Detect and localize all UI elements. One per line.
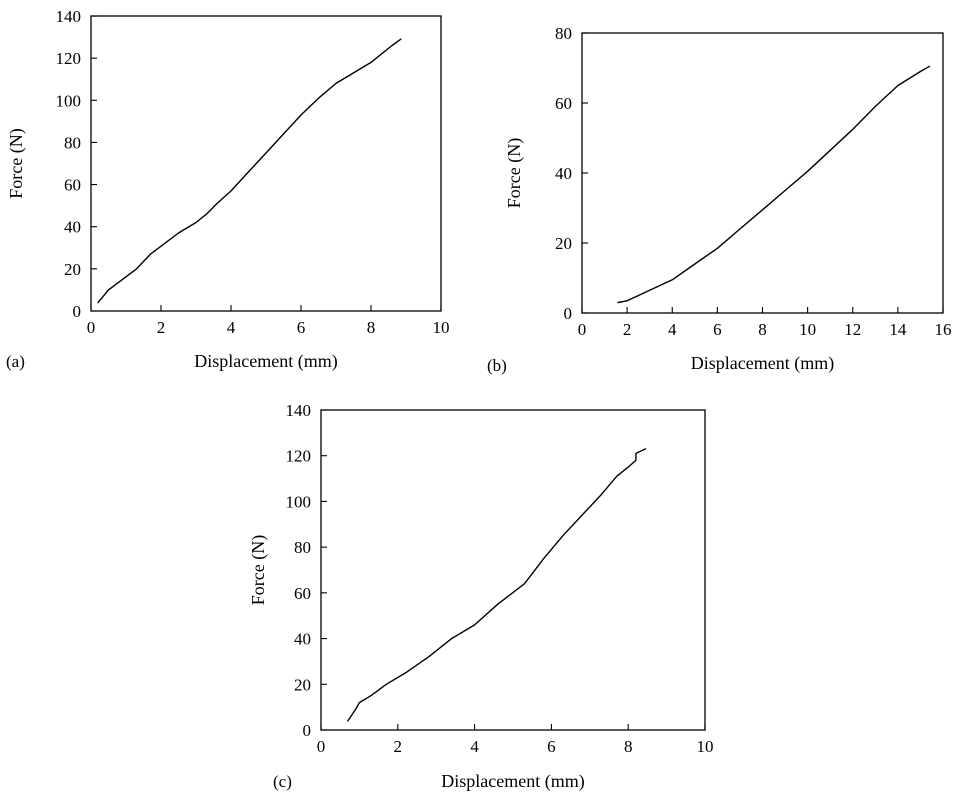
chart-b-x-tick-label: 12 (844, 320, 861, 339)
chart-c-x-tick-label: 0 (317, 737, 326, 756)
chart-c-y-tick-label: 140 (286, 401, 312, 420)
chart-a-y-tick-label: 140 (56, 7, 82, 26)
chart-c-y-tick-label: 120 (286, 447, 312, 466)
chart-a-panel-label: (a) (6, 352, 25, 371)
chart-b-panel-label: (b) (487, 356, 507, 375)
chart-c-x-axis-label: Displacement (mm) (441, 771, 584, 792)
chart-a-y-tick-label: 80 (64, 133, 81, 152)
chart-a-y-tick-label: 100 (56, 91, 82, 110)
chart-c-y-axis-label: Force (N) (248, 535, 269, 605)
chart-c-x-tick-label: 6 (547, 737, 556, 756)
chart-a-y-tick-label: 60 (64, 176, 81, 195)
chart-c-x-tick-label: 4 (470, 737, 479, 756)
chart-c-y-tick-label: 20 (294, 675, 311, 694)
chart-b-x-tick-label: 16 (935, 320, 952, 339)
chart-c-plot-frame (320, 409, 706, 731)
chart-b-y-tick-label: 0 (564, 304, 573, 323)
chart-b-y-tick-label: 80 (555, 24, 572, 43)
chart-b-y-tick-label: 60 (555, 94, 572, 113)
chart-c-y-tick-label: 100 (286, 492, 312, 511)
chart-panel-b: 0 2 4 6 8 10 12 14 16 0 20 40 60 80 Displacement (mm) F… (487, 24, 952, 375)
chart-b-x-axis-label: Displacement (mm) (691, 353, 834, 374)
chart-c-panel-label: (c) (273, 772, 292, 791)
chart-b-x-tick-label: 8 (758, 320, 767, 339)
chart-b-x-tick-label: 10 (799, 320, 816, 339)
chart-b-x-tick-label: 6 (713, 320, 722, 339)
chart-a-x-tick-label: 0 (87, 318, 96, 337)
chart-b-x-tick-label: 2 (623, 320, 632, 339)
chart-b-series-line (617, 65, 931, 304)
chart-c-y-tick-label: 80 (294, 538, 311, 557)
chart-c-y-tick-label: 40 (294, 630, 311, 649)
chart-a-x-tick-label: 6 (297, 318, 306, 337)
chart-b-plot-frame (581, 32, 944, 314)
chart-b-y-tick-label: 20 (555, 234, 572, 253)
chart-a-x-tick-label: 10 (433, 318, 450, 337)
chart-a-x-tick-label: 2 (157, 318, 166, 337)
chart-c-x-tick-label: 10 (697, 737, 714, 756)
chart-a-y-tick-label: 0 (73, 302, 82, 321)
chart-a-y-axis-label: Force (N) (6, 128, 27, 198)
chart-a-y-tick-label: 40 (64, 218, 81, 237)
chart-c-x-tick-label: 8 (624, 737, 633, 756)
chart-b-y-axis-label: Force (N) (504, 138, 525, 208)
chart-c-y-tick-label: 0 (303, 721, 312, 740)
chart-a-y-tick-label: 120 (56, 49, 82, 68)
chart-a-series-line (97, 38, 402, 304)
chart-a-x-tick-label: 4 (227, 318, 236, 337)
chart-a-x-tick-label: 8 (367, 318, 376, 337)
chart-b-x-tick-label: 0 (578, 320, 587, 339)
chart-a-plot-frame (90, 15, 442, 312)
chart-a-y-tick-label: 20 (64, 260, 81, 279)
chart-a-x-axis-label: Displacement (mm) (194, 351, 337, 372)
chart-b-x-tick-label: 14 (889, 320, 907, 339)
chart-c-x-tick-label: 2 (394, 737, 403, 756)
chart-b-y-tick-label: 40 (555, 164, 572, 183)
chart-b-x-tick-label: 4 (668, 320, 677, 339)
chart-c-y-tick-label: 60 (294, 584, 311, 603)
chart-c-series-line (347, 448, 647, 722)
